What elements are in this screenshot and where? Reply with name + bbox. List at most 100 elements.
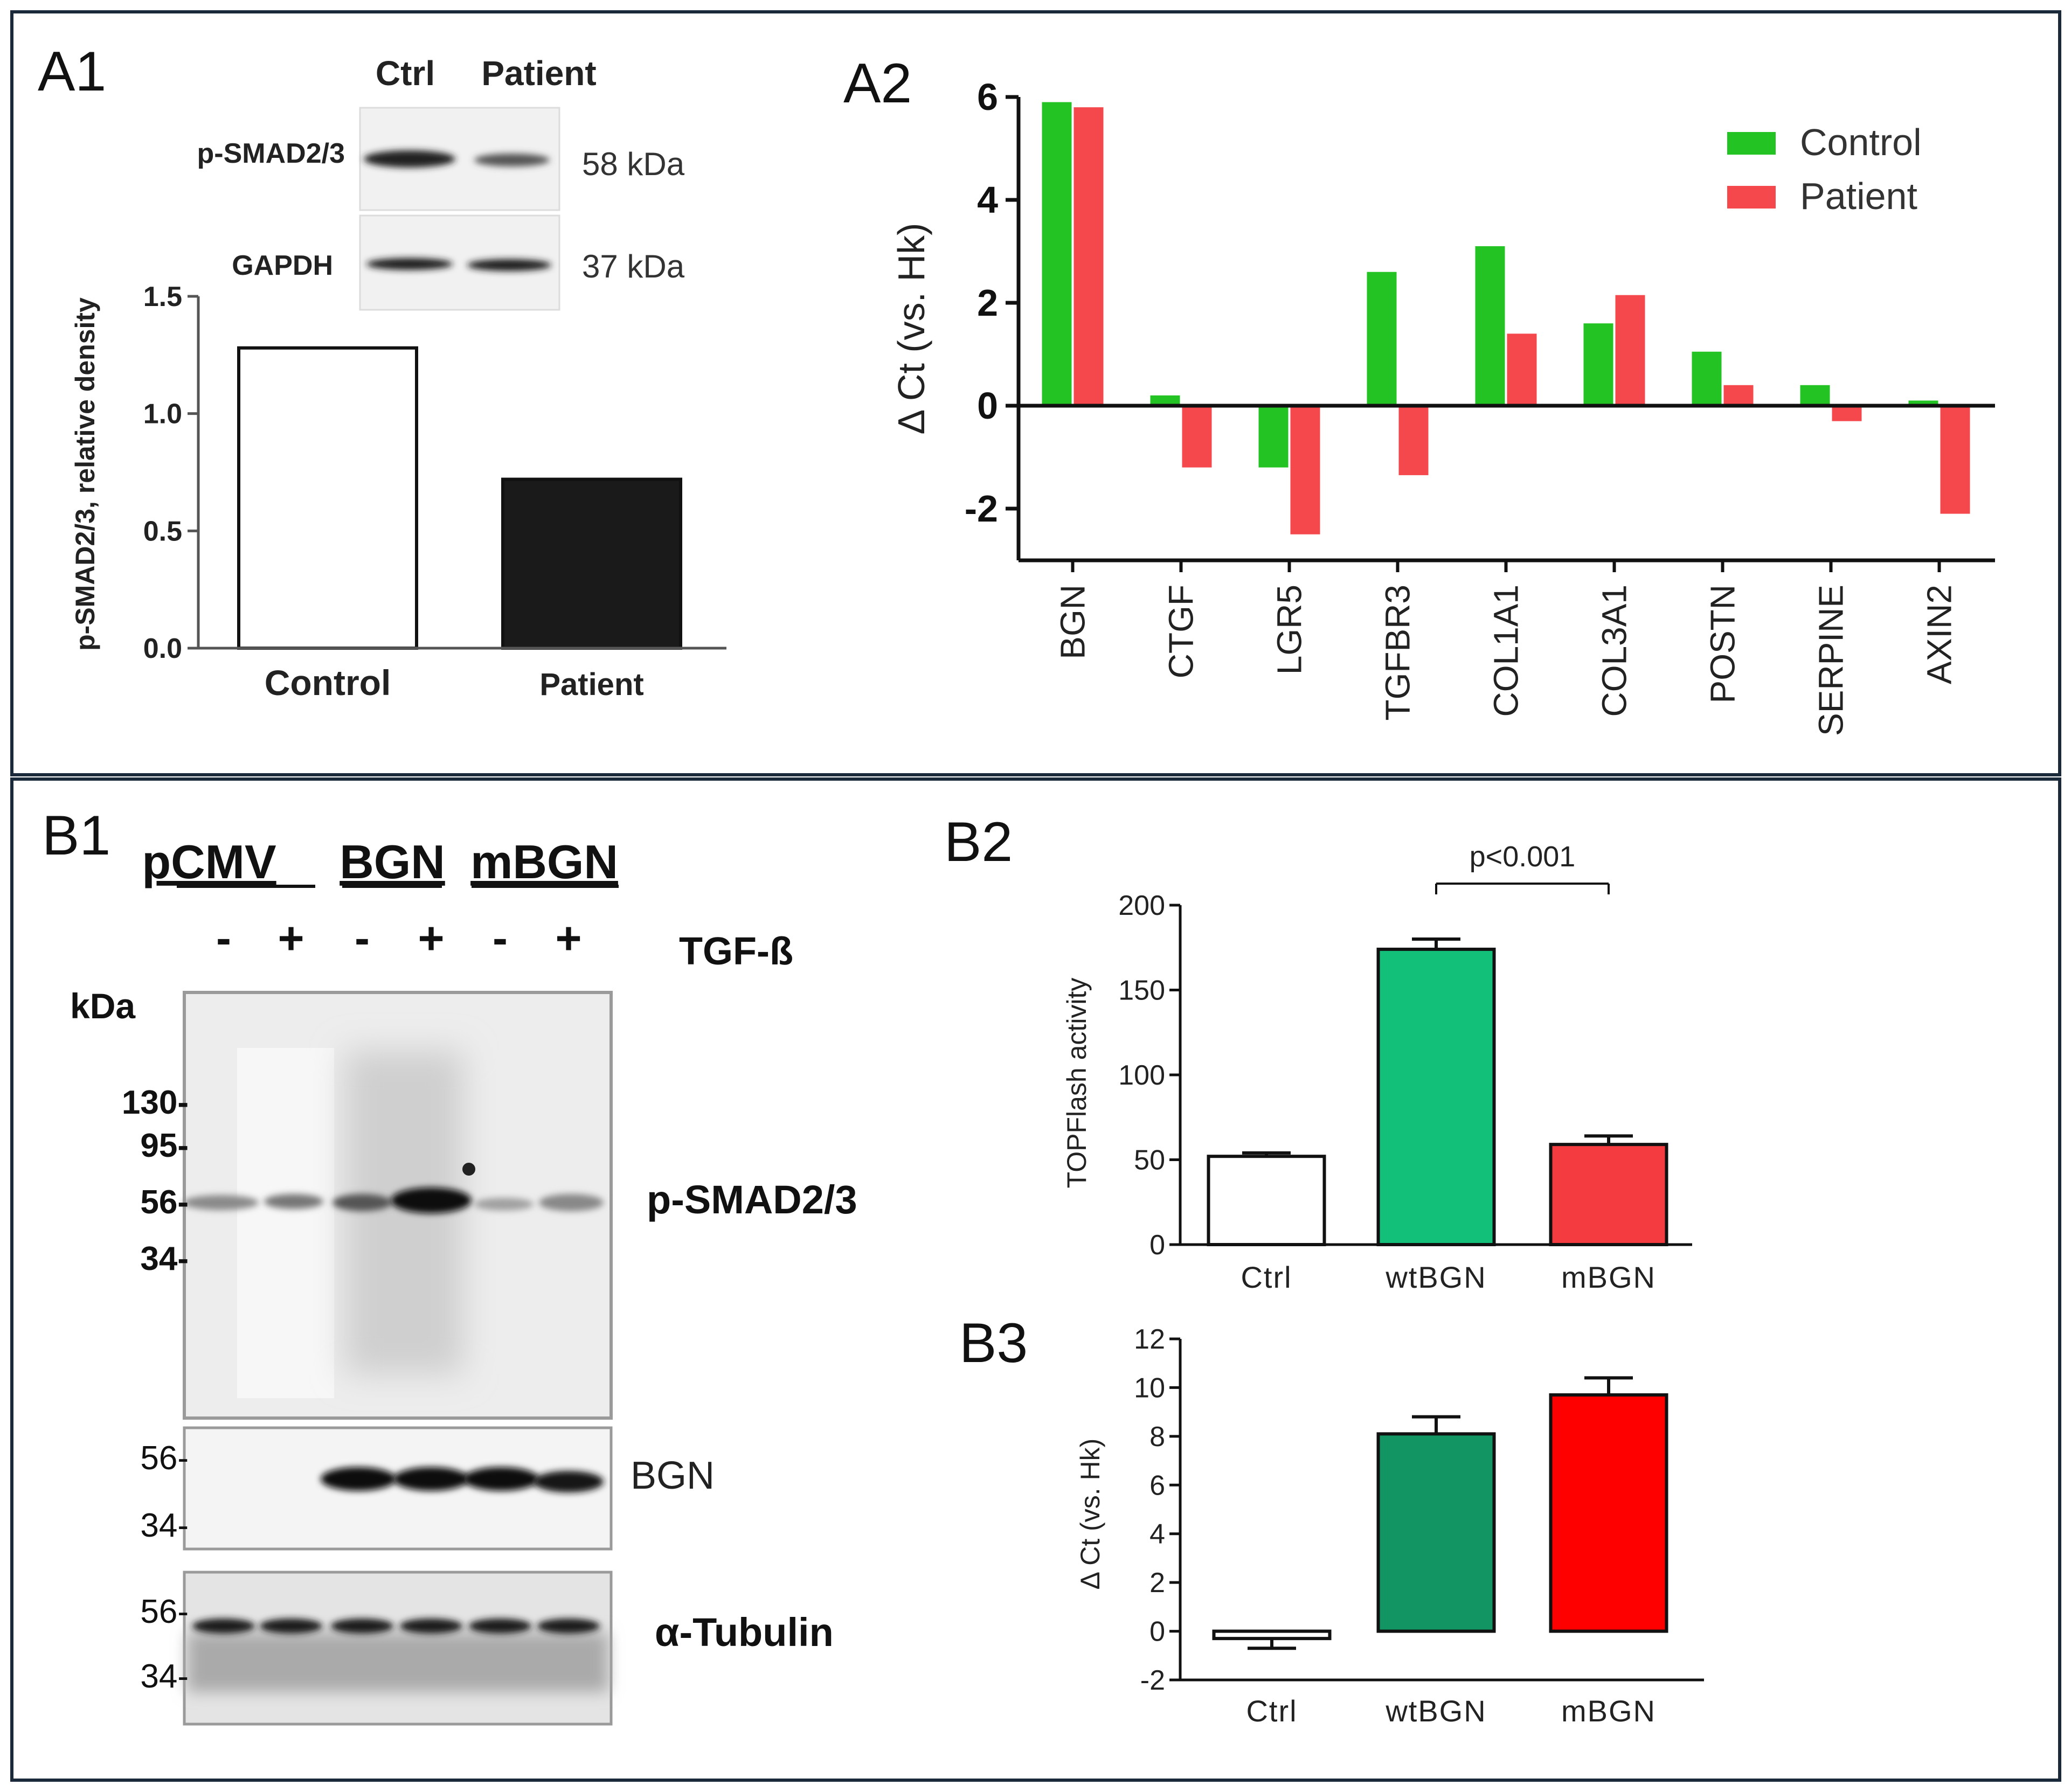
a2-x-label-serpine: SERPINE [1812, 585, 1851, 736]
a2-y-axis-label: Δ Ct (vs. Hk) [890, 223, 932, 435]
b2-y-axis-label: TOPFlash activity [1062, 978, 1092, 1189]
b1-band-bgn-5 [463, 1467, 539, 1491]
a1-band-psmad-patient [474, 154, 550, 166]
b3-tick-label: 8 [1149, 1421, 1165, 1453]
a1-kda-gapdh: 37 kDa [582, 248, 685, 284]
a2-bar-control-axin2 [1908, 400, 1938, 406]
b1-group-bgn: BGN [340, 835, 445, 888]
b1-sign-4: + [418, 913, 444, 963]
a2-bar-patient-col3a1 [1615, 295, 1645, 406]
a2-bar-patient-lgr5 [1290, 406, 1320, 534]
b2-tick-label: 50 [1134, 1145, 1165, 1176]
a1-blot: Ctrl Patient p-SMAD2/3 GAPDH 58 kDa 37 k… [197, 54, 685, 311]
b1-bgn-marker: 34- [140, 1507, 189, 1544]
b1-band-psmad-1 [183, 1195, 259, 1210]
a1-bars [237, 346, 682, 650]
a2-bar-patient-tgfbr3 [1398, 406, 1429, 475]
a2-x-labels: BGN CTGF LGR5 TGFBR3 COL1A1 COL3A1 POSTN SERPIN… [1054, 560, 1959, 736]
b1-sign-6: + [555, 913, 581, 963]
b3-bar-wtbgn [1376, 1432, 1496, 1633]
b1-psmad-marker: 56- [140, 1184, 189, 1221]
b1-band-psmad-4 [391, 1187, 472, 1213]
b3-tick-label: -2 [1140, 1665, 1165, 1696]
b2-tick-label: 100 [1118, 1060, 1165, 1091]
chart-b2: 0 50 100 150 200 Ctrl wtBGN mBGN TOPFlash acti… [1062, 841, 1692, 1294]
b1-sign-3: - [355, 913, 370, 963]
a1-lane-ctrl: Ctrl [376, 54, 435, 93]
b3-x-label-wtbgn: wtBGN [1385, 1694, 1486, 1728]
panel-label-b3: B3 [959, 1312, 1028, 1374]
a1-x-labels: Control Patient [265, 663, 644, 703]
a2-bar-control-tgfbr3 [1367, 272, 1397, 406]
b1-tubulin-bands [192, 1619, 600, 1634]
a2-bar-control-bgn [1042, 102, 1072, 406]
b1-band-bgn-3 [321, 1467, 396, 1491]
b1-sign-2: + [278, 913, 304, 963]
b3-bars [1212, 1376, 1668, 1650]
b2-bars [1207, 937, 1668, 1246]
b1-bgn-marker: 56- [140, 1440, 189, 1477]
b2-annotation-pvalue: p<0.001 [1470, 841, 1576, 873]
b1-band-tubulin-4 [400, 1619, 462, 1634]
b3-tick-label: 4 [1149, 1519, 1165, 1550]
a2-bars [1042, 102, 1970, 534]
a1-tick-label: 1.5 [143, 281, 182, 312]
b1-bgn-markers: 56- 34- [140, 1440, 189, 1544]
b3-tick-label: 0 [1149, 1616, 1165, 1648]
b1-band-psmad-3 [333, 1194, 392, 1211]
a2-legend-swatch-control [1727, 132, 1776, 155]
a2-x-label-axin2: AXIN2 [1920, 585, 1959, 684]
a2-legend-swatch-patient [1727, 186, 1776, 209]
a1-band-gapdh-patient [467, 259, 551, 271]
a2-bar-control-postn [1692, 351, 1722, 406]
b1-bgn-label: BGN [631, 1454, 715, 1497]
a2-tick-label: 2 [977, 282, 998, 324]
b2-x-label-wtbgn: wtBGN [1385, 1260, 1486, 1294]
a1-kda-psmad: 58 kDa [582, 146, 685, 182]
b1-band-tubulin-6 [537, 1619, 600, 1634]
b1-tubulin-marker: 56- [140, 1593, 189, 1630]
a2-bar-patient-ctgf [1182, 406, 1212, 468]
a2-bar-patient-serpine [1832, 406, 1862, 421]
a2-bar-control-col1a1 [1475, 246, 1505, 406]
b1-psmad-marker: 34- [140, 1240, 189, 1277]
b1-psmad-markers: 130- 95- 56- 34- [122, 1084, 189, 1277]
b2-tick-label: 200 [1118, 890, 1165, 921]
b1-band-tubulin-2 [260, 1619, 322, 1634]
a2-legend-label-patient: Patient [1800, 175, 1917, 217]
panel-label-a1: A1 [38, 40, 106, 103]
a2-y-ticks: -2 0 2 4 6 [965, 76, 1019, 530]
b3-tick-label: 12 [1134, 1324, 1165, 1355]
a1-band-psmad-ctrl [364, 150, 455, 168]
a2-bar-patient-bgn [1073, 107, 1104, 406]
b1-band-psmad-5 [474, 1198, 534, 1211]
a1-tick-label: 0.5 [143, 516, 182, 547]
a1-band-gapdh-ctrl [366, 258, 453, 270]
a1-tick-label: 0.0 [143, 633, 182, 664]
a2-legend: Control Patient [1727, 121, 1922, 217]
top-panel-frame [10, 10, 2061, 776]
b1-group-pcmv: pCMV [142, 835, 276, 888]
b3-x-label-mbgn: mBGN [1561, 1694, 1656, 1728]
b1-spot [462, 1163, 475, 1176]
a2-x-label-tgfbr3: TGFBR3 [1379, 585, 1417, 720]
b1-band-bgn-6 [534, 1471, 604, 1492]
b1-sign-5: - [493, 913, 508, 963]
a2-x-label-lgr5: LGR5 [1270, 585, 1309, 675]
a2-bar-patient-col1a1 [1507, 334, 1537, 406]
a1-lane-patient: Patient [481, 54, 596, 93]
b1-kda-label: kDa [70, 986, 136, 1026]
a2-tick-label: 0 [977, 385, 998, 427]
b1-blot: pCMV BGN mBGN - + - + - + TGF-ß kDa 130-95-56… [70, 835, 857, 1726]
a2-bar-control-col3a1 [1583, 323, 1613, 406]
b2-x-label-mbgn: mBGN [1561, 1260, 1656, 1294]
b1-group-mbgn: mBGN [470, 835, 618, 888]
a2-bar-patient-postn [1723, 385, 1754, 406]
a2-bar-patient-axin2 [1940, 406, 1970, 514]
a2-x-label-ctgf: CTGF [1162, 585, 1201, 678]
b1-treatment-label: TGF-ß [679, 930, 793, 973]
a1-bar-patient [501, 477, 682, 650]
b1-tubulin-smear [188, 1633, 608, 1692]
b1-lane-light-2 [237, 1048, 334, 1398]
